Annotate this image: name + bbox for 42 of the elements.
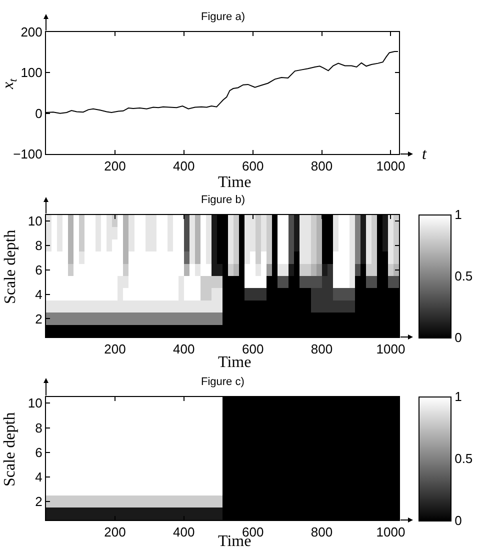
color-bar-label: 0.5	[454, 268, 473, 284]
x-tick-label: 400	[173, 158, 195, 174]
y-tick-label: 2	[35, 311, 42, 326]
text: t	[422, 146, 427, 163]
x-tick-label: 1000	[376, 524, 406, 540]
x-tick-label: 400	[173, 342, 195, 357]
x-axis-title: Time	[218, 354, 252, 371]
color-bar-label: 0	[454, 330, 462, 346]
color-bar-label: 0.5	[454, 451, 473, 466]
x-tick-label: 800	[310, 524, 333, 540]
y-tick-label: −100	[13, 146, 42, 162]
chart-title: Figure c)	[201, 376, 244, 388]
y-tick-label: 200	[20, 24, 42, 40]
chart-title: Figure a)	[201, 11, 246, 23]
y-tick-label: 10	[28, 396, 42, 411]
color-bar-label: 1	[454, 207, 462, 222]
y-tick-label: 100	[20, 65, 42, 80]
x-axis-title: Time	[218, 174, 252, 191]
y-tick-label: 6	[35, 444, 42, 460]
color-bar-label: 1	[454, 389, 462, 404]
y-tick-label: 10	[28, 214, 42, 229]
x-tick-label: 1000	[376, 342, 406, 357]
y-tick-label: 4	[35, 470, 42, 484]
x-tick-label: 600	[242, 158, 264, 174]
x-tick-label: 800	[310, 158, 333, 174]
y-tick-label: 8	[35, 420, 42, 436]
x-tick-label: 400	[173, 524, 195, 540]
y-axis-title: Scale depth	[2, 412, 18, 486]
chart-title: Figure b)	[201, 194, 246, 206]
x-tick-label: 800	[310, 342, 333, 357]
y-tick-label: 2	[35, 494, 42, 510]
y-tick-label: 0	[35, 106, 42, 121]
x-tick-label: 1000	[376, 158, 406, 174]
x-tick-label: 200	[104, 524, 126, 540]
x-tick-label: 200	[104, 158, 126, 174]
y-axis-title: Scale depth	[2, 230, 19, 304]
color-bar-label: 0	[454, 513, 462, 528]
x-tick-label: 200	[104, 342, 126, 357]
y-tick-label: 6	[35, 262, 42, 278]
x-tick-label: 600	[242, 342, 264, 357]
y-tick-label: 8	[35, 238, 42, 254]
y-tick-label: 4	[35, 286, 42, 302]
